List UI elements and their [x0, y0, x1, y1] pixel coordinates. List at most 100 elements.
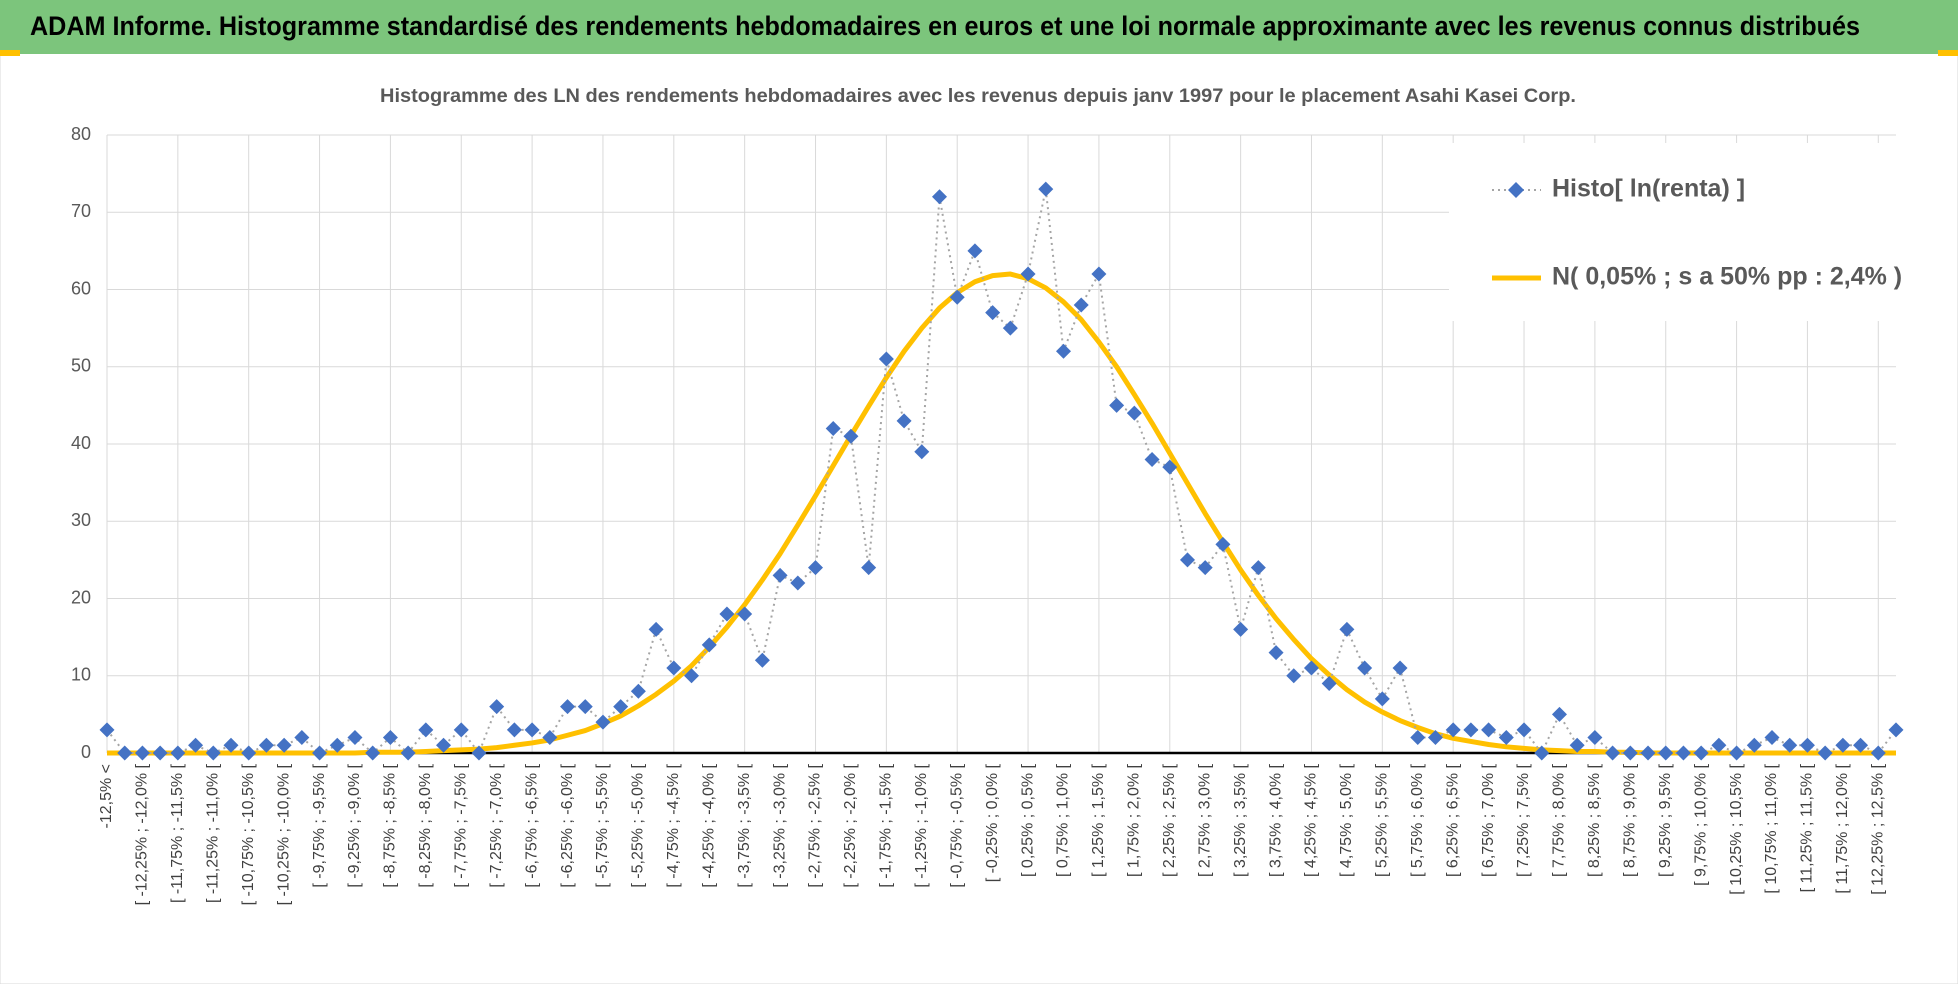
- x-tick-label: [ -10,75% ; -10,5% [: [240, 763, 257, 905]
- marker: [1622, 745, 1638, 761]
- marker: [1410, 730, 1426, 746]
- x-tick-label: [ 3,25% ; 3,5% [: [1232, 763, 1249, 877]
- x-tick-label: [ 4,25% ; 4,5% [: [1303, 763, 1320, 877]
- x-tick-label: [ -7,25% ; -7,0% [: [488, 763, 505, 887]
- marker: [1109, 397, 1125, 413]
- marker: [648, 621, 664, 637]
- x-tick-label: [ 4,75% ; 5,0% [: [1338, 763, 1355, 877]
- marker: [737, 606, 753, 622]
- marker: [117, 745, 133, 761]
- marker: [1463, 722, 1479, 738]
- x-tick-label: [ 6,25% ; 6,5% [: [1444, 763, 1461, 877]
- corner: [1938, 50, 1958, 56]
- marker: [188, 737, 204, 753]
- x-tick-label: [ 11,75% ; 12,0% [: [1834, 763, 1851, 893]
- marker: [684, 668, 700, 684]
- marker: [489, 699, 505, 715]
- x-tick-label: [ 12,25% ; 12,5% [: [1870, 763, 1887, 894]
- marker: [985, 305, 1001, 321]
- marker: [1569, 737, 1585, 753]
- marker: [1020, 266, 1036, 282]
- marker: [1215, 536, 1231, 552]
- y-tick-label: 20: [71, 587, 91, 607]
- marker: [1321, 675, 1337, 691]
- marker: [1799, 737, 1815, 753]
- x-tick-label: [ -7,75% ; -7,5% [: [452, 763, 469, 887]
- marker: [134, 745, 150, 761]
- marker: [1835, 737, 1851, 753]
- y-tick-label: 10: [71, 665, 91, 685]
- marker: [1516, 722, 1532, 738]
- x-tick-label: [ -1,25% ; -1,0% [: [913, 763, 930, 887]
- x-tick-label: [ 5,25% ; 5,5% [: [1374, 763, 1391, 877]
- marker: [365, 745, 381, 761]
- x-tick-label: [ -0,75% ; -0,5% [: [948, 763, 965, 887]
- x-tick-label: [ 2,75% ; 3,0% [: [1196, 763, 1213, 877]
- marker: [1729, 745, 1745, 761]
- marker: [1853, 737, 1869, 753]
- marker: [825, 421, 841, 437]
- x-tick-label: [ -9,25% ; -9,0% [: [346, 763, 363, 887]
- marker: [1357, 660, 1373, 676]
- x-tick-label: [ 3,75% ; 4,0% [: [1267, 763, 1284, 877]
- marker: [790, 575, 806, 591]
- marker: [1445, 722, 1461, 738]
- marker: [577, 699, 593, 715]
- marker: [1233, 621, 1249, 637]
- marker: [1658, 745, 1674, 761]
- x-tick-label: [ -5,25% ; -5,0% [: [630, 763, 647, 887]
- legend-box: [1449, 143, 1896, 321]
- marker: [701, 637, 717, 653]
- marker: [241, 745, 257, 761]
- marker: [1605, 745, 1621, 761]
- marker: [1481, 722, 1497, 738]
- x-tick-label: [ -2,25% ; -2,0% [: [842, 763, 859, 887]
- marker: [312, 745, 328, 761]
- x-tick-label: [ -1,75% ; -1,5% [: [878, 763, 895, 887]
- marker: [329, 737, 345, 753]
- marker: [453, 722, 469, 738]
- x-tick-label: [ 10,75% ; 11,0% [: [1763, 763, 1780, 893]
- x-tick-label: [ -6,25% ; -6,0% [: [559, 763, 576, 887]
- x-tick-label: [ -9,75% ; -9,5% [: [311, 763, 328, 887]
- marker: [666, 660, 682, 676]
- marker: [1817, 745, 1833, 761]
- corner: [0, 50, 20, 56]
- marker: [1250, 560, 1266, 576]
- marker: [347, 730, 363, 746]
- x-tick-label: [ 2,25% ; 2,5% [: [1161, 763, 1178, 877]
- y-tick-label: 30: [71, 510, 91, 530]
- marker: [99, 722, 115, 738]
- x-tick-label: [ -11,75% ; -11,5% [: [169, 763, 186, 903]
- marker: [843, 428, 859, 444]
- x-tick-label: [ -2,75% ; -2,5% [: [807, 763, 824, 887]
- marker: [1392, 660, 1408, 676]
- marker: [1286, 668, 1302, 684]
- marker: [1551, 706, 1567, 722]
- marker: [1073, 297, 1089, 313]
- marker: [1870, 745, 1886, 761]
- marker: [294, 730, 310, 746]
- marker: [436, 737, 452, 753]
- x-tick-label: [ 8,25% ; 8,5% [: [1586, 763, 1603, 877]
- y-tick-label: 40: [71, 433, 91, 453]
- marker: [382, 730, 398, 746]
- marker: [418, 722, 434, 738]
- marker: [1587, 730, 1603, 746]
- marker: [1268, 645, 1284, 661]
- marker: [1179, 552, 1195, 568]
- marker: [542, 730, 558, 746]
- marker: [471, 745, 487, 761]
- marker: [1162, 459, 1178, 475]
- x-tick-label: [ -8,75% ; -8,5% [: [382, 763, 399, 887]
- x-tick-label: [ -3,25% ; -3,0% [: [771, 763, 788, 887]
- marker: [205, 745, 221, 761]
- banner: [0, 0, 1958, 54]
- marker: [896, 413, 912, 429]
- marker: [595, 714, 611, 730]
- marker: [1091, 266, 1107, 282]
- y-tick-label: 60: [71, 278, 91, 298]
- marker: [524, 722, 540, 738]
- marker: [1711, 737, 1727, 753]
